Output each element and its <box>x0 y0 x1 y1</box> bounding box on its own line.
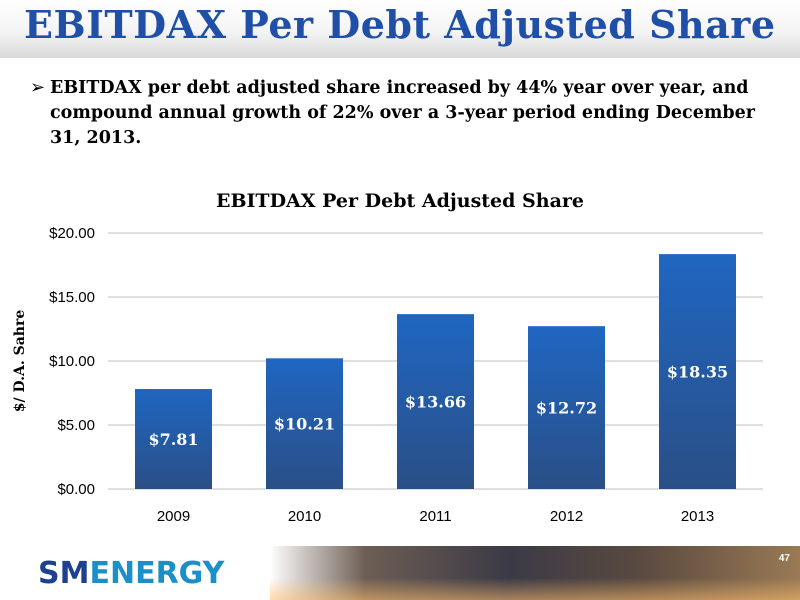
bar-chart: EBITDAX Per Debt Adjusted Share $/ D.A. … <box>12 190 763 525</box>
bar-value-label: $18.35 <box>667 363 728 382</box>
bar <box>528 326 605 489</box>
y-tick-label: $0.00 <box>57 481 95 498</box>
y-tick-label: $5.00 <box>57 417 95 434</box>
y-axis-label: $/ D.A. Sahre <box>12 310 28 413</box>
chart-title: EBITDAX Per Debt Adjusted Share <box>216 190 584 212</box>
bar-value-label: $12.72 <box>536 399 597 418</box>
page-number: 47 <box>778 553 790 564</box>
bar <box>135 389 212 489</box>
bar <box>397 314 474 489</box>
x-tick-label: 2010 <box>288 508 321 525</box>
y-axis-ticks: $0.00 $5.00 $10.00 $15.00 $20.00 <box>49 225 95 498</box>
logo-sm: SM <box>38 556 90 591</box>
bullet-text: EBITDAX per debt adjusted share increase… <box>50 78 755 148</box>
x-tick-label: 2013 <box>681 508 714 525</box>
title-band <box>0 0 800 58</box>
y-tick-label: $10.00 <box>49 353 95 370</box>
arrow-bullet-icon: ➢ <box>30 77 46 98</box>
x-tick-label: 2012 <box>550 508 583 525</box>
y-tick-label: $15.00 <box>49 289 95 306</box>
x-axis-ticks: 2009 2010 2011 2012 2013 <box>157 508 714 525</box>
bar-value-label: $7.81 <box>148 430 198 449</box>
x-tick-label: 2011 <box>419 508 451 525</box>
bar <box>659 254 736 489</box>
logo-energy: ENERGY <box>89 556 225 591</box>
bars: $7.81 $10.21 $13.66 $12.72 $18.35 <box>135 254 736 489</box>
company-logo: SMENERGY <box>38 556 224 591</box>
footer <box>0 546 800 600</box>
y-tick-label: $20.00 <box>49 225 95 242</box>
bullet-point: ➢ EBITDAX per debt adjusted share increa… <box>30 76 770 151</box>
bar-value-label: $13.66 <box>405 393 466 412</box>
oil-field-banner <box>270 546 800 600</box>
x-tick-label: 2009 <box>157 508 190 525</box>
bar-value-label: $10.21 <box>274 415 335 434</box>
bar <box>266 358 343 489</box>
slide-title: EBITDAX Per Debt Adjusted Share <box>24 2 776 47</box>
